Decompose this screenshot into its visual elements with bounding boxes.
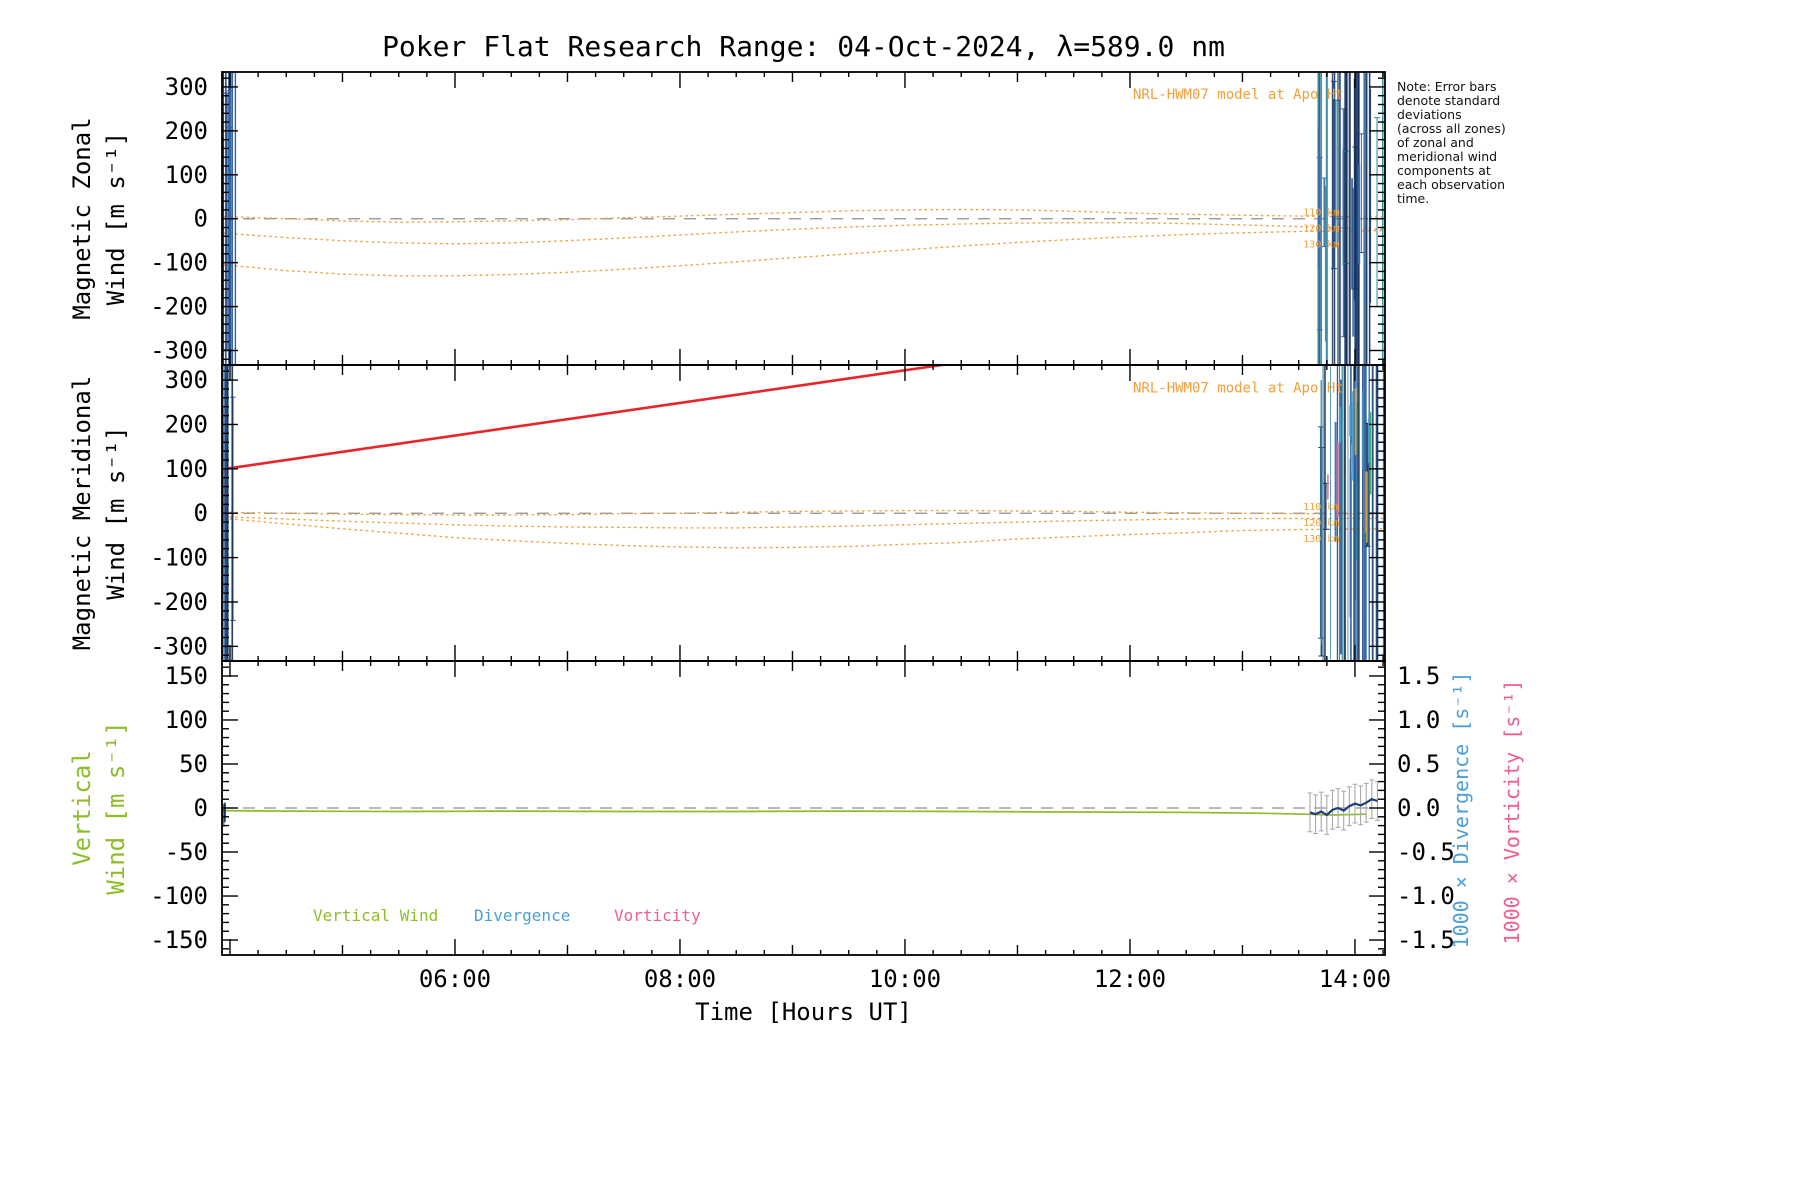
- svg-text:10:00: 10:00: [869, 965, 941, 993]
- svg-text:Wind [m s⁻¹]: Wind [m s⁻¹]: [102, 132, 130, 305]
- svg-text:1.5: 1.5: [1397, 662, 1440, 690]
- svg-text:Wind [m s⁻¹]: Wind [m s⁻¹]: [102, 721, 130, 894]
- svg-text:Magnetic Meridional: Magnetic Meridional: [68, 376, 96, 651]
- svg-text:200: 200: [165, 410, 208, 438]
- svg-text:-100: -100: [150, 249, 208, 277]
- magnetic-zonal-series: [222, 72, 1385, 365]
- svg-text:-0.5: -0.5: [1397, 838, 1455, 866]
- svg-text:200: 200: [165, 117, 208, 145]
- chart-title: Poker Flat Research Range: 04-Oct-2024, …: [382, 30, 1225, 63]
- svg-text:100: 100: [165, 455, 208, 483]
- legend-vertical-wind: Vertical Wind: [313, 906, 439, 925]
- svg-text:-200: -200: [150, 293, 208, 321]
- svg-text:-150: -150: [150, 926, 208, 954]
- svg-text:Vertical: Vertical: [68, 750, 96, 866]
- svg-text:Magnetic Zonal: Magnetic Zonal: [68, 117, 96, 319]
- svg-text:130 km: 130 km: [1303, 239, 1339, 250]
- vorticity-axis-label: 1000 × Vorticity [s⁻¹]: [1500, 679, 1524, 945]
- svg-text:12:00: 12:00: [1094, 965, 1166, 993]
- svg-text:-100: -100: [150, 544, 208, 572]
- svg-text:0: 0: [194, 794, 208, 822]
- svg-text:-1.0: -1.0: [1397, 882, 1455, 910]
- magnetic-meridional-series: [222, 365, 1385, 661]
- svg-text:300: 300: [165, 366, 208, 394]
- divergence-axis-label: 1000 × Divergence [s⁻¹]: [1449, 671, 1473, 949]
- vertical-wind-series: [222, 779, 1385, 835]
- svg-text:0: 0: [194, 499, 208, 527]
- svg-text:110 km: 110 km: [1303, 502, 1339, 513]
- legend-vorticity: Vorticity: [614, 906, 701, 925]
- svg-text:1.0: 1.0: [1397, 706, 1440, 734]
- svg-text:08:00: 08:00: [644, 965, 716, 993]
- svg-text:0.5: 0.5: [1397, 750, 1440, 778]
- note-annotation: Note: Error bars denote standard deviati…: [1397, 79, 1506, 206]
- svg-text:14:00: 14:00: [1319, 965, 1391, 993]
- svg-text:50: 50: [179, 750, 208, 778]
- svg-text:120 km: 120 km: [1303, 518, 1339, 529]
- svg-text:-300: -300: [150, 337, 208, 365]
- svg-text:130 km: 130 km: [1303, 534, 1339, 545]
- svg-text:-1.5: -1.5: [1397, 926, 1455, 954]
- svg-text:150: 150: [165, 662, 208, 690]
- svg-text:-200: -200: [150, 588, 208, 616]
- svg-text:0.0: 0.0: [1397, 794, 1440, 822]
- svg-text:120 km: 120 km: [1303, 224, 1339, 235]
- svg-text:06:00: 06:00: [419, 965, 491, 993]
- svg-text:NRL-HWM07 model at Apo Ht: NRL-HWM07 model at Apo Ht: [1133, 87, 1344, 103]
- svg-text:NRL-HWM07 model at Apo Ht: NRL-HWM07 model at Apo Ht: [1133, 381, 1344, 397]
- svg-text:-100: -100: [150, 882, 208, 910]
- legend-divergence: Divergence: [474, 906, 571, 925]
- svg-text:-300: -300: [150, 632, 208, 660]
- svg-text:-50: -50: [165, 838, 208, 866]
- x-axis-label: Time [Hours UT]: [695, 998, 912, 1026]
- svg-text:110 km: 110 km: [1303, 208, 1339, 219]
- svg-text:100: 100: [165, 706, 208, 734]
- svg-text:Wind [m s⁻¹]: Wind [m s⁻¹]: [102, 426, 130, 599]
- svg-text:100: 100: [165, 161, 208, 189]
- svg-text:300: 300: [165, 73, 208, 101]
- svg-text:0: 0: [194, 205, 208, 233]
